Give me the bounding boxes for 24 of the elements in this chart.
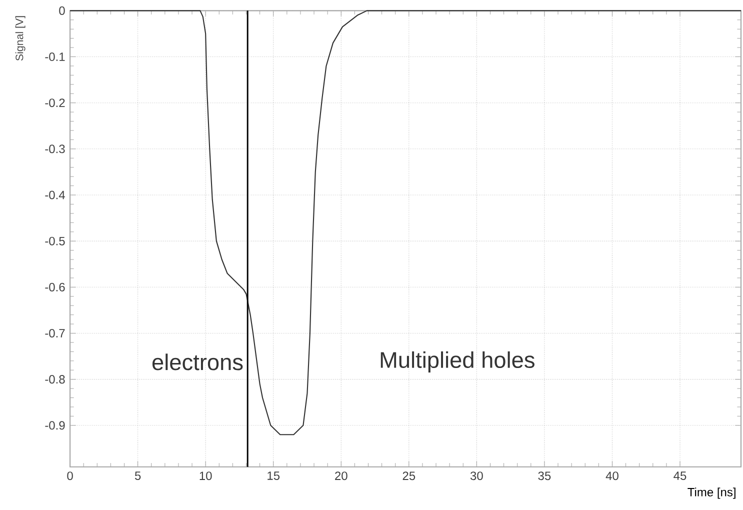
x-tick-label: 30 <box>470 472 483 480</box>
annotation: Multiplied holes <box>380 352 534 373</box>
y-tick-label: -0.6 <box>45 283 65 292</box>
x-tick-label: 5 <box>134 472 141 480</box>
y-tick-label: -0.7 <box>45 329 65 338</box>
x-tick-label: 45 <box>674 472 686 480</box>
y-tick-label: -0.5 <box>45 237 65 246</box>
y-tick-label: -0.1 <box>45 52 65 62</box>
y-axis-title: Signal [V] <box>15 16 26 61</box>
y-tick-label: -0.8 <box>45 375 65 384</box>
x-axis-title: Time [ns] <box>688 488 736 499</box>
y-tick-label: 0 <box>59 6 65 16</box>
x-tick-label: 25 <box>402 472 416 480</box>
x-tick-label: 20 <box>335 472 348 480</box>
y-tick-label: -0.4 <box>45 190 65 200</box>
y-tick-label: -0.3 <box>45 144 65 154</box>
y-tick-label: -0.9 <box>45 421 65 430</box>
x-tick-label: 10 <box>200 472 212 480</box>
x-tick-label: 15 <box>268 472 280 480</box>
y-tick-label: -0.2 <box>45 98 65 108</box>
x-tick-label: 0 <box>67 472 73 480</box>
x-tick-label: 35 <box>538 472 551 480</box>
x-tick-label: 40 <box>606 472 618 480</box>
annotation: electrons <box>152 354 243 370</box>
